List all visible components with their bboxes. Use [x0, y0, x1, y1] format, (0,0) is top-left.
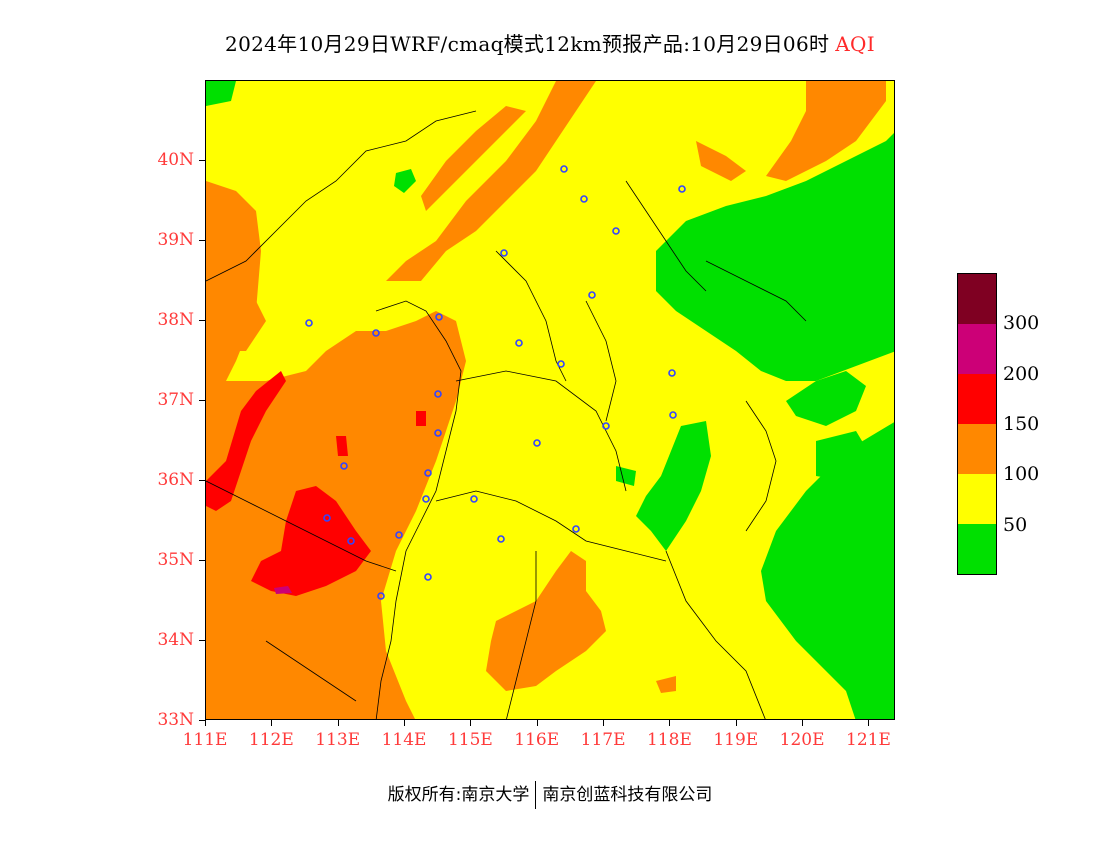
legend-swatch — [958, 524, 996, 574]
lon-tick — [603, 720, 605, 726]
lon-tick — [205, 720, 206, 726]
lon-label: 119E — [713, 730, 759, 750]
lon-label: 121E — [846, 730, 891, 750]
lon-tick — [404, 720, 406, 726]
lon-label: 115E — [447, 730, 493, 750]
lon-tick — [868, 720, 870, 726]
lon-label: 116E — [514, 730, 560, 750]
aqi-map — [205, 80, 895, 720]
legend-label: 50 — [1003, 513, 1028, 536]
legend-swatch — [958, 274, 996, 324]
lat-label: 38N — [157, 310, 194, 330]
company-text: 南京创蓝科技有限公司 — [542, 785, 713, 805]
lat-tick — [199, 480, 205, 481]
lat-tick — [199, 560, 205, 561]
aqi-field — [206, 81, 894, 719]
lat-tick — [199, 400, 205, 401]
copyright-text: 版权所有:南京大学 — [387, 785, 530, 805]
footer: 版权所有:南京大学 南京创蓝科技有限公司 — [0, 780, 1100, 809]
footer-separator — [535, 781, 537, 809]
lat-label: 34N — [157, 630, 194, 650]
lon-tick — [271, 720, 273, 726]
legend-swatch — [958, 474, 996, 524]
lat-tick — [199, 240, 205, 241]
lon-label: 112E — [248, 730, 294, 750]
lat-label: 36N — [157, 470, 194, 490]
legend-swatch — [958, 324, 996, 374]
lon-tick — [470, 720, 472, 726]
lat-tick — [199, 640, 205, 641]
lat-label: 37N — [157, 390, 194, 410]
lon-tick — [735, 720, 737, 726]
city-markers — [305, 165, 686, 600]
chart-title: 2024年10月29日WRF/cmaq模式12km预报产品:10月29日06时 A… — [0, 28, 1100, 57]
admin-boundaries — [206, 110, 807, 719]
title-variable: AQI — [835, 32, 875, 56]
lon-tick — [669, 720, 671, 726]
lon-label: 118E — [646, 730, 692, 750]
legend-label: 100 — [1003, 463, 1040, 486]
lon-tick — [536, 720, 538, 726]
legend-label: 300 — [1003, 312, 1040, 335]
lat-label: 40N — [157, 150, 194, 170]
legend-swatch — [958, 424, 996, 474]
lon-tick — [802, 720, 804, 726]
lat-label: 33N — [157, 710, 194, 730]
lat-tick — [199, 320, 205, 321]
lon-label: 114E — [381, 730, 427, 750]
legend-swatch — [958, 374, 996, 424]
lat-label: 39N — [157, 230, 194, 250]
color-legend — [957, 273, 997, 575]
lon-tick — [337, 720, 339, 726]
legend-label: 150 — [1003, 413, 1040, 435]
lat-label: 35N — [157, 550, 194, 570]
lat-tick — [199, 160, 205, 161]
lat-tick — [199, 720, 205, 721]
lon-label: 113E — [315, 730, 361, 750]
lon-label: 120E — [779, 730, 825, 750]
legend-label: 200 — [1003, 362, 1040, 385]
lon-label: 111E — [182, 730, 228, 750]
title-main: 2024年10月29日WRF/cmaq模式12km预报产品:10月29日06时 — [225, 32, 830, 56]
aqi-200-300-regions — [274, 586, 292, 594]
aqi-0-50-regions — [206, 81, 894, 719]
lon-label: 117E — [580, 730, 626, 750]
aqi-150-200-regions — [206, 371, 426, 596]
